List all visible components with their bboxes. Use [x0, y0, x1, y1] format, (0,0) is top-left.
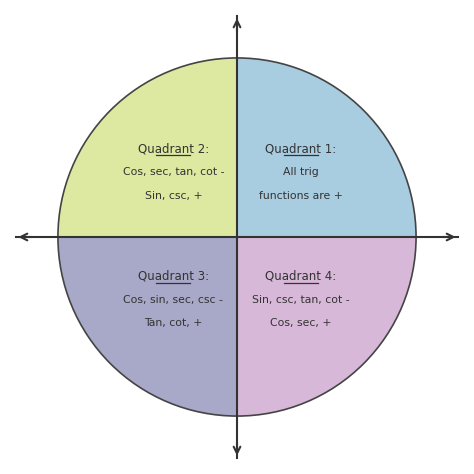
Wedge shape — [237, 58, 416, 237]
Text: Quadrant 1:: Quadrant 1: — [265, 142, 336, 155]
Text: Cos, sec, tan, cot -: Cos, sec, tan, cot - — [123, 167, 224, 177]
Text: Sin, csc, tan, cot -: Sin, csc, tan, cot - — [252, 295, 349, 305]
Wedge shape — [237, 237, 416, 416]
Text: Quadrant 4:: Quadrant 4: — [265, 270, 336, 283]
Text: Sin, csc, +: Sin, csc, + — [145, 191, 202, 201]
Text: Quadrant 3:: Quadrant 3: — [138, 270, 209, 283]
Text: Cos, sin, sec, csc -: Cos, sin, sec, csc - — [123, 295, 223, 305]
Wedge shape — [58, 237, 237, 416]
Text: Cos, sec, +: Cos, sec, + — [270, 318, 331, 328]
Wedge shape — [58, 58, 237, 237]
Text: Tan, cot, +: Tan, cot, + — [144, 318, 202, 328]
Text: All trig: All trig — [283, 167, 319, 177]
Text: functions are +: functions are + — [259, 191, 343, 201]
Text: Quadrant 2:: Quadrant 2: — [138, 142, 209, 155]
